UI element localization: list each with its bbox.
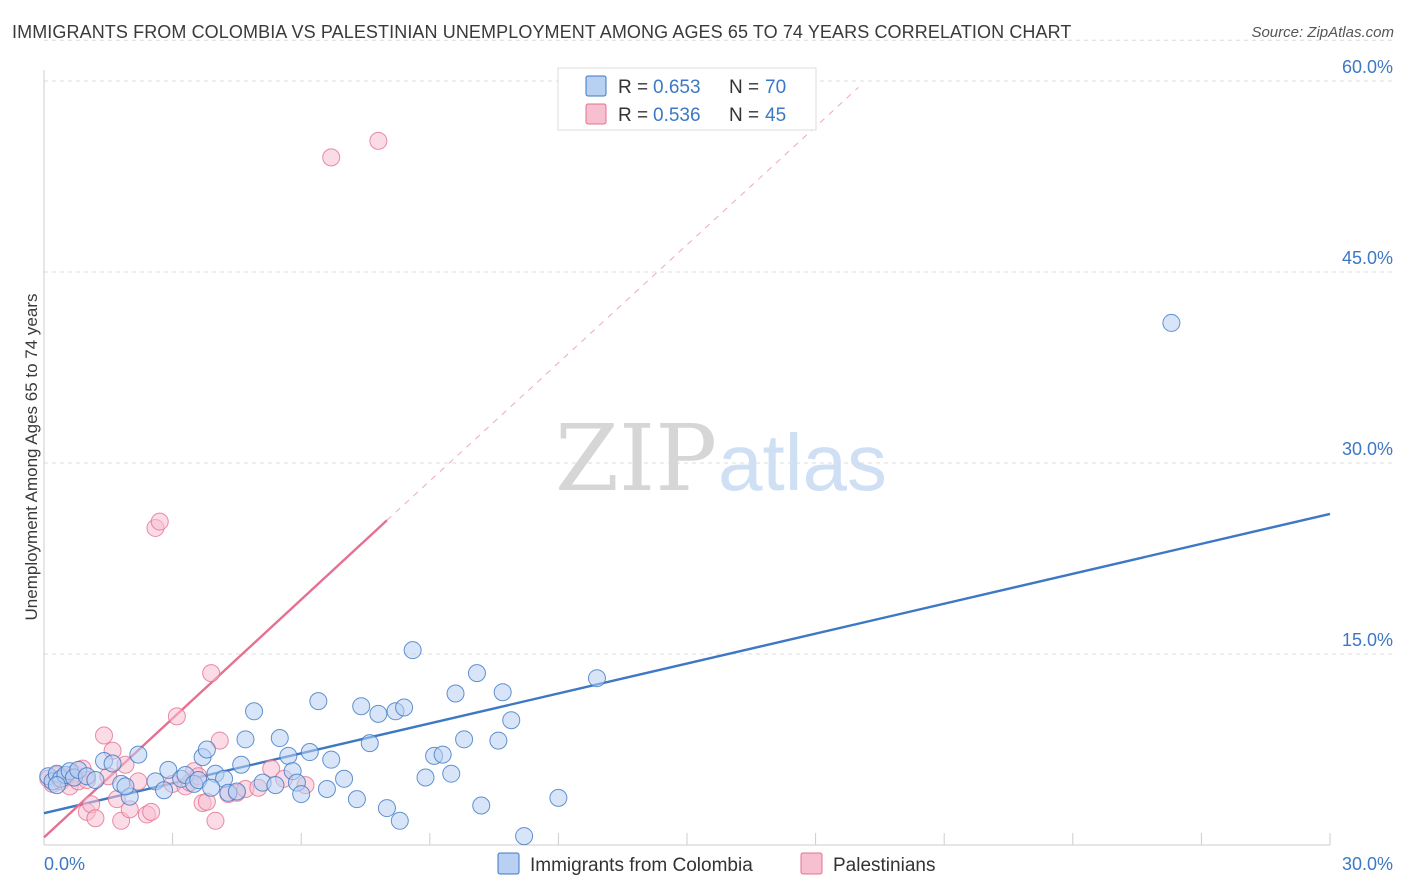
point-blue-58 — [467, 664, 486, 683]
legend-swatch-1 — [585, 103, 607, 125]
point-blue-9 — [86, 771, 105, 790]
point-pink-12 — [86, 809, 105, 828]
point-blue-37 — [292, 785, 311, 804]
point-blue-64 — [549, 788, 568, 807]
bottom-legend-label-0: Immigrants from Colombia — [530, 855, 753, 876]
point-blue-41 — [322, 750, 341, 769]
point-pink-33 — [202, 664, 221, 683]
points-palestinians — [39, 131, 388, 830]
point-blue-11 — [103, 754, 122, 773]
legend-n-label-0: N = — [729, 77, 759, 98]
point-blue-62 — [502, 711, 521, 730]
legend-r-label-1: R = — [618, 105, 648, 126]
legend-n-value-0: 70 — [765, 77, 786, 98]
point-blue-68 — [116, 777, 135, 796]
watermark: ZIP atlas — [555, 405, 887, 512]
legend-r-value-1: 0.536 — [653, 105, 701, 126]
point-blue-51 — [403, 641, 422, 660]
point-blue-40 — [317, 779, 336, 798]
point-blue-63 — [515, 827, 534, 846]
point-blue-34 — [279, 746, 298, 765]
point-blue-30 — [245, 702, 264, 721]
bottom-legend: Immigrants from Colombia Palestinians — [497, 852, 935, 876]
y-tick-label-2: 45.0% — [1342, 248, 1393, 268]
point-blue-17 — [159, 760, 178, 779]
points-colombia — [39, 313, 1181, 846]
y-tick-label-3: 60.0% — [1342, 57, 1393, 77]
x-tick-label-1: 30.0% — [1342, 854, 1393, 874]
point-blue-14 — [129, 745, 148, 764]
point-blue-42 — [335, 769, 354, 788]
point-blue-66 — [1162, 313, 1181, 332]
point-blue-61 — [493, 683, 512, 702]
point-blue-43 — [347, 790, 366, 809]
point-blue-46 — [369, 704, 388, 723]
point-blue-39 — [309, 692, 328, 711]
trendline-0 — [43, 512, 1331, 815]
point-blue-28 — [232, 755, 251, 774]
point-blue-55 — [442, 764, 461, 783]
point-blue-29 — [236, 730, 255, 749]
y-tick-label-1: 30.0% — [1342, 439, 1393, 459]
point-blue-16 — [155, 781, 174, 800]
axis-layer — [43, 70, 1331, 846]
labels-layer: 15.0% 30.0% 45.0% 60.0% 0.0% 30.0% — [44, 57, 1393, 874]
bottom-legend-swatch-1 — [800, 852, 823, 875]
point-pink-26 — [167, 707, 186, 726]
point-blue-23 — [197, 740, 216, 759]
point-blue-59 — [472, 796, 491, 815]
point-pink-22 — [142, 802, 161, 821]
point-blue-69 — [202, 778, 221, 797]
trendline-extension-1 — [386, 86, 859, 521]
point-blue-45 — [360, 734, 379, 753]
legend-n-label-1: N = — [729, 105, 759, 126]
point-blue-67 — [47, 776, 66, 795]
legend-r-value-0: 0.653 — [653, 77, 701, 98]
point-blue-60 — [489, 731, 508, 750]
point-blue-50 — [395, 698, 414, 717]
watermark-atlas: atlas — [718, 418, 887, 507]
point-blue-49 — [390, 811, 409, 830]
point-blue-44 — [352, 697, 371, 716]
point-pink-43 — [322, 148, 341, 167]
point-blue-52 — [416, 768, 435, 787]
point-blue-65 — [587, 669, 606, 688]
legend-swatch-0 — [585, 75, 607, 97]
point-blue-38 — [300, 743, 319, 762]
point-pink-24 — [150, 512, 169, 531]
point-blue-47 — [377, 799, 396, 818]
x-tick-label-0: 0.0% — [44, 854, 85, 874]
legend-box: R = 0.653 N = 70 R = 0.536 N = 45 — [557, 67, 817, 131]
bottom-legend-label-1: Palestinians — [833, 855, 935, 876]
point-blue-54 — [433, 745, 452, 764]
point-pink-35 — [210, 731, 229, 750]
point-pink-44 — [369, 131, 388, 150]
point-pink-34 — [206, 811, 225, 830]
y-axis-title: Unemployment Among Ages 65 to 74 years — [22, 294, 41, 621]
point-blue-27 — [227, 782, 246, 801]
watermark-zip: ZIP — [555, 405, 717, 512]
grid-layer — [44, 39, 1392, 655]
point-blue-33 — [270, 729, 289, 748]
y-tick-label-0: 15.0% — [1342, 630, 1393, 650]
point-pink-40 — [262, 759, 281, 778]
point-pink-13 — [95, 726, 114, 745]
point-blue-32 — [266, 776, 285, 795]
legend-n-value-1: 45 — [765, 105, 786, 126]
legend-r-label-0: R = — [618, 77, 648, 98]
point-blue-56 — [446, 684, 465, 703]
chart-title: IMMIGRANTS FROM COLOMBIA VS PALESTINIAN … — [12, 22, 1072, 42]
bottom-legend-swatch-0 — [497, 852, 520, 875]
source-credit: Source: ZipAtlas.com — [1251, 24, 1394, 41]
point-blue-57 — [455, 730, 474, 749]
